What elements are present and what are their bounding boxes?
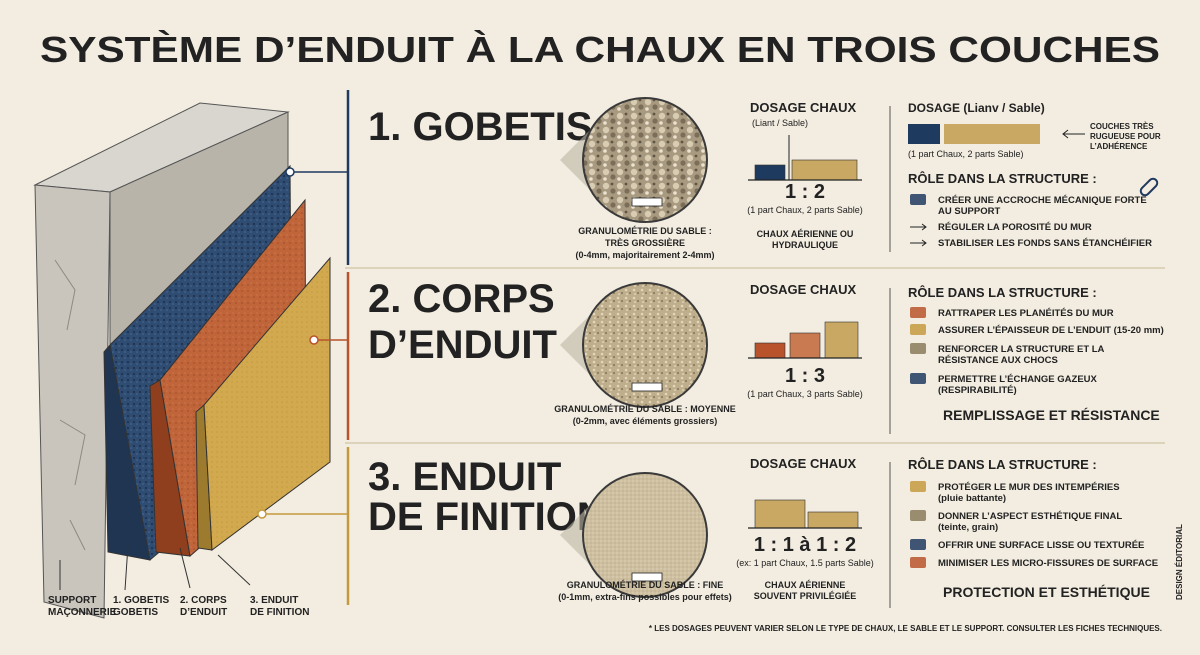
section-heading: 2. CORPS xyxy=(368,277,555,321)
ratio-note: (1 part Chaux, 2 parts Sable) xyxy=(747,205,863,215)
grain-caption: TRÈS GROSSIÈRE xyxy=(605,238,685,248)
section-summary: PROTECTION ET ESTHÉTIQUE xyxy=(943,584,1150,600)
role-text: AU SUPPORT xyxy=(938,206,1000,217)
ratio-bar-illustration xyxy=(754,499,806,529)
dosage-title: DOSAGE CHAUX xyxy=(750,456,857,471)
role-icon xyxy=(910,324,926,335)
page-title: SYSTÈME D’ENDUIT À LA CHAUX EN TROIS COU… xyxy=(40,29,1160,70)
callout-arrow xyxy=(1062,129,1085,139)
role-text: PERMETTRE L’ÉCHANGE GAZEUX xyxy=(938,374,1098,385)
role-text: (RESPIRABILITÉ) xyxy=(938,385,1017,396)
scale-bar xyxy=(631,572,663,582)
box-bar-illustration xyxy=(908,124,940,144)
sand-sample xyxy=(582,282,708,408)
role-text: ASSURER L’ÉPAISSEUR DE L’ENDUIT (15-20 m… xyxy=(938,325,1164,336)
grain-caption: (0-1mm, extra-fins possibles pour effets… xyxy=(558,592,732,602)
ratio-bar-illustration xyxy=(791,159,858,181)
lime-note: CHAUX AÉRIENNE xyxy=(765,580,846,590)
role-title: RÔLE DANS LA STRUCTURE : xyxy=(908,285,1097,300)
role-text: STABILISER LES FONDS SANS ÉTANCHÉIFIER xyxy=(938,238,1152,249)
role-title: RÔLE DANS LA STRUCTURE : xyxy=(908,457,1097,472)
role-arrow xyxy=(910,239,927,247)
role-text: MINIMISER LES MICRO-FISSURES DE SURFACE xyxy=(938,558,1158,569)
dosage-box-title: DOSAGE (Lianv / Sable) xyxy=(908,101,1045,115)
role-icon xyxy=(910,539,926,550)
ratio-note: (ex: 1 part Chaux, 1.5 parts Sable) xyxy=(736,558,874,568)
section-heading: 1. GOBETIS xyxy=(368,105,593,149)
link-icon xyxy=(1139,177,1159,197)
callout-text: COUCHES TRÈS xyxy=(1090,122,1154,131)
role-icon xyxy=(910,510,926,521)
layer-label: MAÇONNERIE xyxy=(48,607,117,618)
role-text: CRÉER UNE ACCROCHE MÉCANIQUE FORTE xyxy=(938,195,1147,206)
role-text: RÉGULER LA POROSITÉ DU MUR xyxy=(938,222,1092,233)
sand-sample xyxy=(582,97,708,223)
ratio-bar-illustration xyxy=(789,332,821,359)
ratio: 1 : 1 à 1 : 2 xyxy=(754,534,856,556)
section-summary: REMPLISSAGE ET RÉSISTANCE xyxy=(943,407,1160,423)
role-text: DONNER L’ASPECT ESTHÉTIQUE FINAL xyxy=(938,511,1122,522)
ratio: 1 : 3 xyxy=(785,365,825,387)
role-title: RÔLE DANS LA STRUCTURE : xyxy=(908,171,1097,186)
lime-note: SOUVENT PRIVILÉGIÉE xyxy=(754,591,857,601)
role-icon xyxy=(910,194,926,205)
lime-note: CHAUX AÉRIENNE OU xyxy=(757,229,854,239)
role-icon xyxy=(910,307,926,318)
footnote: * LES DOSAGES PEUVENT VARIER SELON LE TY… xyxy=(649,624,1162,633)
role-text: RATTRAPER LES PLANÉITÉS DU MUR xyxy=(938,308,1114,319)
ratio-note: (1 part Chaux, 3 parts Sable) xyxy=(747,389,863,399)
role-text: (pluie battante) xyxy=(938,493,1006,504)
role-icon xyxy=(910,343,926,354)
role-icon xyxy=(910,373,926,384)
role-text: PROTÉGER LE MUR DES INTEMPÉRIES xyxy=(938,482,1120,493)
ratio: 1 : 2 xyxy=(785,181,825,203)
grain-caption: GRANULOMÉTRIE DU SABLE : FINE xyxy=(567,580,724,590)
role-icon xyxy=(910,481,926,492)
dosage-box-note: (1 part Chaux, 2 parts Sable) xyxy=(908,149,1024,159)
lime-note: HYDRAULIQUE xyxy=(772,240,838,250)
callout-text: L’ADHÉRENCE xyxy=(1090,142,1148,151)
role-text: RÉSISTANCE AUX CHOCS xyxy=(938,355,1058,366)
sand-sample xyxy=(582,472,708,598)
role-text: RENFORCER LA STRUCTURE ET LA xyxy=(938,344,1105,355)
layer-label: 2. CORPS xyxy=(180,595,227,606)
section-heading: D’ENDUIT xyxy=(368,323,557,367)
layer-label: D’ENDUIT xyxy=(180,607,227,618)
scale-bar xyxy=(631,382,663,392)
section-heading: 3. ENDUIT xyxy=(368,455,561,499)
callout-text: RUGUEUSE POUR xyxy=(1090,132,1161,141)
dosage-subtitle: (Liant / Sable) xyxy=(752,118,808,128)
dosage-title: DOSAGE CHAUX xyxy=(750,100,857,115)
ratio-bar-illustration xyxy=(754,342,786,359)
grain-caption: (0-4mm, majoritairement 2-4mm) xyxy=(575,250,714,260)
role-text: OFFRIR UNE SURFACE LISSE OU TEXTURÉE xyxy=(938,540,1144,551)
credit: DESIGN ÉDITORIAL xyxy=(1175,524,1184,600)
grain-caption: GRANULOMÉTRIE DU SABLE : xyxy=(578,226,712,236)
role-text: (teinte, grain) xyxy=(938,522,998,533)
layer-label: SUPPORT xyxy=(48,595,96,606)
spine xyxy=(257,90,1165,605)
wall-illustration xyxy=(33,102,331,619)
grain-caption: (0-2mm, avec éléments grossiers) xyxy=(573,416,718,426)
role-icon xyxy=(910,557,926,568)
layer-label: DE FINITION xyxy=(250,607,309,618)
layer-label: GOBETIS xyxy=(113,607,158,618)
ratio-bar-illustration xyxy=(824,321,859,359)
layer-label: 1. GOBETIS xyxy=(113,595,169,606)
ratio-bar-illustration xyxy=(754,164,786,181)
scale-bar xyxy=(631,197,663,207)
layer-label: 3. ENDUIT xyxy=(250,595,298,606)
ratio-bar-illustration xyxy=(807,511,859,529)
dosage-title: DOSAGE CHAUX xyxy=(750,282,857,297)
grain-caption: GRANULOMÉTRIE DU SABLE : MOYENNE xyxy=(554,404,736,414)
box-bar-illustration xyxy=(944,124,1040,144)
role-arrow xyxy=(910,223,927,231)
